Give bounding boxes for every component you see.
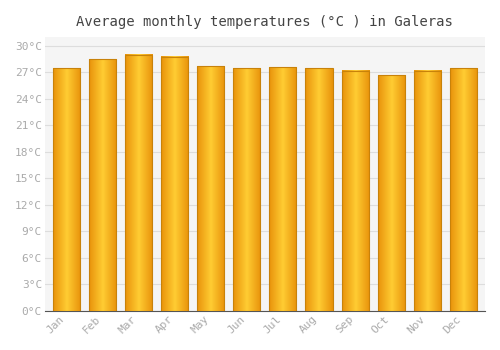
Bar (270, 67, 296, 311)
Bar (197, 66, 224, 311)
Bar (378, 75, 404, 311)
Bar (89, 59, 116, 311)
Bar (414, 71, 441, 311)
Bar (306, 68, 332, 311)
Bar (53, 68, 80, 311)
Bar (161, 57, 188, 311)
Bar (450, 68, 477, 311)
Bar (234, 68, 260, 311)
Title: Average monthly temperatures (°C ) in Galeras: Average monthly temperatures (°C ) in Ga… (76, 15, 454, 29)
Bar (125, 55, 152, 311)
Bar (342, 71, 368, 311)
